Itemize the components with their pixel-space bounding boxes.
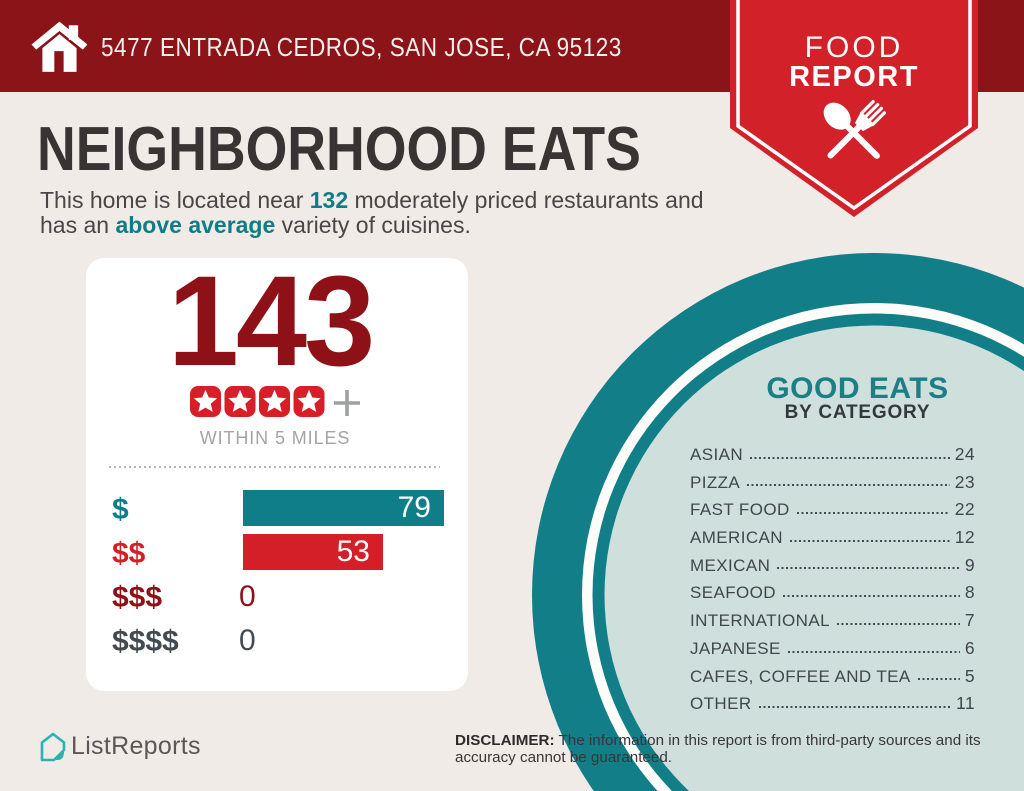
svg-text:FOOD: FOOD <box>805 31 904 64</box>
svg-text:REPORT: REPORT <box>789 61 919 93</box>
